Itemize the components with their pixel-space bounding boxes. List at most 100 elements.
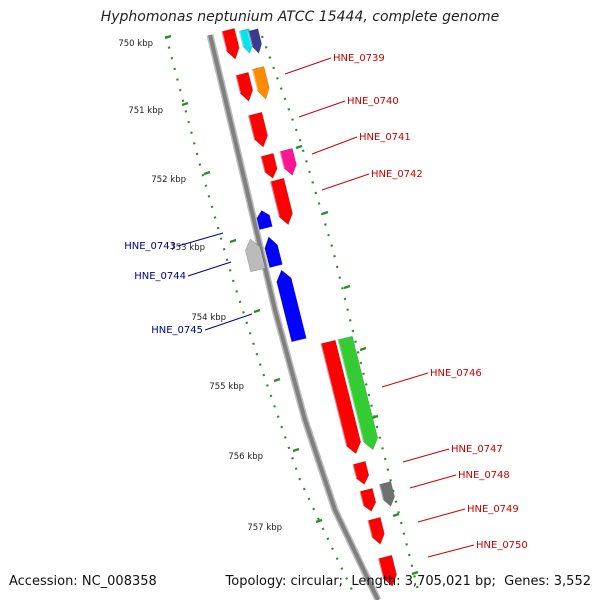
cds-hne0743 [256, 210, 273, 230]
cds-hne0740-body [247, 111, 268, 148]
gene-label-forward: HNE_0749 [467, 504, 519, 515]
genes-value: 3,552 [553, 574, 591, 589]
ruler-tick-label: 753 kbp [170, 243, 205, 253]
leader-line-forward [321, 173, 370, 191]
leader-line-forward [284, 57, 332, 75]
outer-ruler-tick [321, 210, 329, 216]
gene-label-forward: HNE_0739 [333, 53, 385, 64]
cds-hne0746a [319, 339, 362, 455]
ruler-tick-label: 754 kbp [191, 313, 226, 323]
cds-hne0750-body [377, 554, 397, 587]
cds-hne0741-body [260, 153, 278, 179]
outer-ruler-tick [371, 414, 379, 420]
leader-line-forward [298, 100, 346, 118]
cds-magenta-1-body [279, 148, 297, 176]
outer-ruler-tick [411, 570, 419, 576]
cds-hne0749-body [367, 517, 385, 545]
genome-backbone [208, 34, 380, 600]
cds-hne0750-highlight [377, 558, 385, 579]
cds-hne0740 [247, 111, 268, 148]
cds-orange-1-highlight [251, 69, 259, 92]
ruler-tick-label: 752 kbp [151, 175, 186, 185]
cds-forward-top-2-highlight [238, 30, 244, 47]
ruler-tick-label: 757 kbp [247, 523, 282, 533]
cds-grey-1-highlight [378, 484, 384, 500]
cds-hne0741 [259, 153, 278, 179]
ruler-major-tick [203, 170, 211, 176]
ruler-major-tick [164, 34, 172, 40]
accession-value: NC_008358 [81, 574, 157, 589]
ruler-major-tick [253, 308, 261, 314]
cds-hne0746-highlight [336, 339, 365, 442]
ruler-tick-label: 750 kbp [118, 39, 153, 49]
cds-hne0739-region-highlight [234, 75, 242, 94]
genome-stats: Topology: circular; Length: 3,705,021 bp… [225, 574, 591, 589]
cds-grey-1 [378, 481, 395, 507]
leader-line-forward [409, 474, 457, 489]
cds-hne0747 [351, 461, 370, 485]
gene-label-forward: HNE_0740 [347, 96, 399, 107]
cds-hne0747-body [352, 461, 370, 485]
cds-hne0740-highlight [247, 115, 256, 140]
genes-label: Genes: [504, 574, 550, 589]
cds-orange-1 [251, 66, 270, 100]
ruler-major-tick [181, 101, 189, 107]
cds-hne0744 [264, 236, 283, 268]
cds-hne0748 [358, 488, 377, 512]
cds-hne0742-body [269, 177, 293, 226]
cds-hne0746a-highlight [319, 343, 348, 446]
cds-orange-1-body [251, 66, 270, 100]
ruler-major-tick [315, 518, 323, 524]
leader-line-reverse [204, 313, 253, 331]
ruler-major-tick [292, 447, 300, 453]
cds-lightgrey-1 [245, 238, 266, 273]
leader-line-forward [381, 372, 429, 388]
length-value: 3,705,021 bp [404, 574, 492, 589]
cds-hne0739-region-body [235, 72, 254, 102]
ruler-tick-label: 755 kbp [209, 382, 244, 392]
cds-forward-top-1 [220, 28, 240, 60]
topology-value: circular [290, 574, 339, 589]
outer-ruler-tick [295, 144, 303, 150]
outer-ruler-tick [343, 284, 351, 290]
accession-info: Accession: NC_008358 [9, 574, 157, 589]
leader-line-forward [427, 544, 475, 558]
gene-label-forward: HNE_0746 [430, 368, 482, 379]
cds-magenta-1 [278, 148, 297, 176]
cds-hne0749 [366, 517, 385, 545]
accession-label: Accession: [9, 574, 78, 589]
cds-magenta-1-highlight [278, 151, 285, 169]
topology-label: Topology: [225, 574, 287, 589]
cds-hne0746a-body [320, 339, 362, 455]
cds-hne0746 [336, 335, 379, 451]
cds-hne0746-body [337, 335, 379, 451]
cds-hne0748-highlight [358, 491, 365, 506]
gene-label-forward: HNE_0747 [451, 444, 503, 455]
cds-hne0747-highlight [351, 464, 358, 479]
cds-forward-top-3-body [247, 28, 262, 54]
cds-hne0739-region [234, 72, 254, 102]
cds-hne0745 [276, 269, 307, 343]
length-label: Length: [351, 574, 401, 589]
leader-line-reverse [177, 232, 224, 247]
outer-ruler-tick [392, 512, 400, 518]
cds-forward-top-3 [247, 28, 262, 54]
leader-line-forward [311, 136, 358, 155]
gene-label-forward: HNE_0748 [458, 470, 510, 481]
outer-ruler-tick [359, 346, 367, 352]
ruler-major-tick [273, 377, 281, 383]
gene-label-reverse: HNE_0743 [124, 241, 176, 252]
ruler-major-tick [229, 238, 237, 244]
inner-ruler-track [164, 35, 353, 591]
cds-forward-top-1-body [221, 28, 240, 60]
gene-label-forward: HNE_0741 [359, 132, 411, 143]
cds-hne0741-highlight [259, 156, 266, 172]
gene-label-reverse: HNE_0744 [134, 271, 186, 282]
ruler-tick-label: 751 kbp [128, 106, 163, 116]
cds-forward-top-3-highlight [247, 30, 253, 47]
cds-hne0742 [269, 177, 293, 226]
cds-hne0750 [377, 554, 397, 587]
gene-label-forward: HNE_0742 [371, 169, 423, 180]
cds-grey-1-body [378, 481, 395, 507]
